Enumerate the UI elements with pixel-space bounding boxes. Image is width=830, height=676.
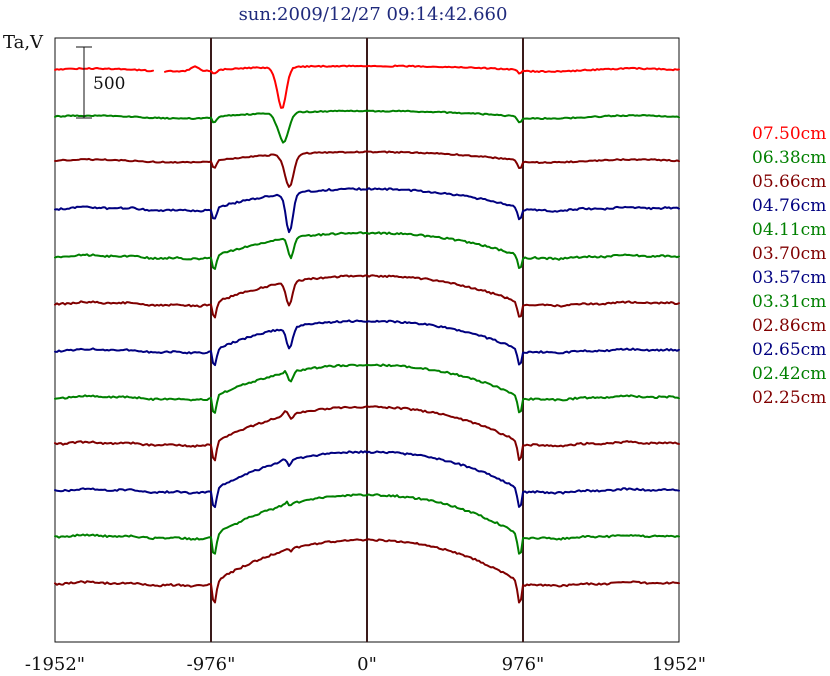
legend-item-4: 04.76cm [752, 196, 826, 216]
series-line-1 [54, 64, 680, 109]
x-tick-label-3: 0" [357, 654, 377, 675]
legend: 07.50cm 06.38cm 05.66cm 04.76cm 04.11cm 03.70… [752, 124, 826, 408]
legend-item-12: 02.25cm [752, 388, 826, 408]
legend-item-11: 02.42cm [752, 364, 826, 384]
legend-item-5: 04.11cm [752, 220, 826, 240]
series-line-5 [54, 231, 680, 270]
y-axis-label: Ta,V [3, 32, 44, 53]
x-tick-label-2: -976" [187, 654, 236, 675]
x-tick-label-4: 976" [502, 654, 545, 675]
series-line-4 [54, 187, 680, 234]
series-line-10 [54, 450, 680, 509]
legend-item-6: 03.70cm [752, 244, 826, 264]
x-tick-label-1: -1952" [25, 654, 85, 675]
series-line-3 [54, 150, 680, 188]
scale-bar: 500 [76, 46, 125, 119]
legend-item-9: 02.86cm [752, 316, 826, 336]
series-line-12 [54, 538, 680, 604]
legend-item-2: 06.38cm [752, 148, 826, 168]
series-line-6 [54, 274, 680, 319]
legend-item-10: 02.65cm [752, 340, 826, 360]
scale-bar-label: 500 [93, 74, 125, 94]
x-tick-labels: -1952" -976" 0" 976" 1952" [25, 654, 706, 675]
chart-title: sun:2009/12/27 09:14:42.660 [239, 4, 508, 25]
series-group [54, 64, 680, 604]
legend-item-3: 05.66cm [752, 172, 826, 192]
x-tick-label-5: 1952" [652, 654, 706, 675]
series-line-2 [54, 109, 680, 144]
series-line-8 [54, 363, 680, 414]
legend-item-8: 03.31cm [752, 292, 826, 312]
vertical-marker-group [210, 38, 524, 642]
series-line-9 [54, 405, 680, 462]
series-line-7 [54, 319, 680, 367]
legend-item-7: 03.57cm [752, 268, 826, 288]
legend-item-1: 07.50cm [752, 124, 826, 144]
series-line-11 [54, 493, 680, 555]
